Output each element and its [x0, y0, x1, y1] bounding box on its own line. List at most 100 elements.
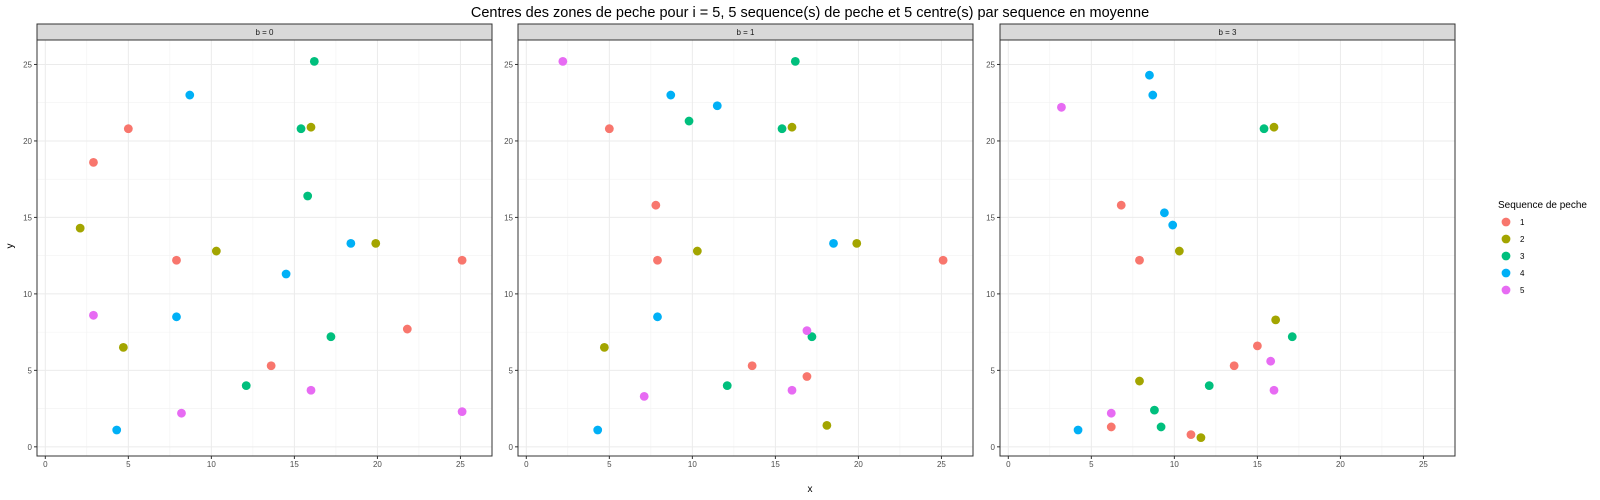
- chart-title: Centres des zones de peche pour i = 5, 5…: [471, 5, 1149, 21]
- data-point-seq-5: [457, 407, 467, 417]
- data-point-seq-2: [822, 421, 832, 430]
- data-point-seq-3: [1259, 124, 1269, 134]
- legend-label-3: 3: [1520, 252, 1525, 261]
- data-point-seq-4: [281, 269, 291, 279]
- x-axis-title: x: [808, 484, 813, 495]
- y-tick-label: 10: [504, 290, 513, 299]
- data-point-seq-3: [309, 57, 319, 66]
- data-point-seq-2: [1196, 433, 1206, 443]
- y-tick-label: 0: [28, 443, 33, 452]
- data-point-seq-4: [666, 90, 676, 100]
- data-point-seq-4: [112, 425, 122, 435]
- data-point-seq-5: [1106, 408, 1116, 418]
- data-point-seq-4: [653, 312, 662, 322]
- data-point-seq-3: [1287, 332, 1297, 342]
- x-tick-label: 10: [688, 460, 697, 469]
- data-point-seq-5: [639, 391, 649, 401]
- data-point-seq-5: [1269, 385, 1279, 395]
- x-tick-label: 5: [126, 460, 131, 469]
- data-point-seq-4: [346, 239, 356, 248]
- y-tick-label: 10: [23, 290, 32, 299]
- facet-strip-label: b = 0: [255, 28, 274, 37]
- x-tick-label: 5: [607, 460, 612, 469]
- data-point-seq-5: [306, 385, 316, 395]
- x-tick-label: 0: [524, 460, 529, 469]
- y-tick-label: 25: [986, 60, 995, 69]
- x-tick-label: 15: [771, 460, 780, 469]
- data-point-seq-2: [306, 122, 316, 132]
- data-point-seq-1: [1135, 255, 1144, 265]
- data-point-seq-2: [692, 246, 702, 256]
- data-point-seq-1: [747, 361, 757, 371]
- data-point-seq-4: [712, 101, 722, 111]
- data-point-seq-2: [1271, 315, 1281, 325]
- y-tick-label: 0: [509, 443, 514, 452]
- x-tick-label: 20: [373, 460, 382, 469]
- data-point-seq-5: [1266, 356, 1276, 366]
- legend-key-5: [1501, 285, 1511, 295]
- panel-background: [518, 40, 973, 456]
- data-point-seq-1: [89, 157, 98, 167]
- data-point-seq-4: [185, 90, 195, 100]
- data-point-seq-2: [118, 343, 128, 352]
- data-point-seq-5: [787, 385, 797, 395]
- x-tick-label: 25: [1419, 460, 1428, 469]
- data-point-seq-3: [303, 191, 313, 201]
- data-point-seq-3: [777, 124, 787, 134]
- y-tick-label: 20: [986, 137, 995, 146]
- data-point-seq-3: [326, 332, 336, 342]
- data-point-seq-2: [787, 122, 797, 132]
- x-tick-label: 20: [854, 460, 863, 469]
- data-point-seq-1: [1106, 422, 1116, 432]
- panel-background: [37, 40, 492, 456]
- y-tick-label: 25: [504, 60, 513, 69]
- data-point-seq-5: [89, 310, 98, 320]
- data-point-seq-3: [807, 332, 817, 342]
- x-tick-label: 0: [1006, 460, 1011, 469]
- legend-key-3: [1501, 251, 1511, 261]
- data-point-seq-5: [1057, 102, 1066, 112]
- data-point-seq-3: [722, 381, 732, 391]
- facet-strip-label: b = 3: [1218, 28, 1237, 37]
- data-point-seq-3: [1150, 405, 1159, 415]
- y-tick-label: 20: [504, 137, 513, 146]
- data-point-seq-3: [790, 57, 800, 66]
- y-tick-label: 5: [991, 366, 996, 375]
- facet-panel: b = 3 0 5 10 15 20 25 0 5 10 15 20 25: [986, 23, 1456, 469]
- data-point-seq-4: [593, 425, 603, 435]
- data-point-seq-1: [1229, 361, 1239, 371]
- data-point-seq-2: [75, 223, 85, 233]
- data-point-seq-1: [604, 124, 614, 134]
- y-tick-label: 15: [23, 213, 32, 222]
- panel-border: [36, 39, 493, 457]
- panel-border: [999, 39, 1456, 457]
- legend-label-2: 2: [1520, 235, 1525, 244]
- y-axis-title: y: [5, 244, 16, 249]
- data-point-seq-2: [371, 239, 381, 248]
- data-point-seq-3: [1204, 381, 1214, 391]
- data-point-seq-1: [651, 200, 661, 210]
- data-point-seq-2: [1269, 122, 1279, 132]
- data-point-seq-1: [123, 124, 133, 134]
- y-tick-label: 5: [28, 366, 33, 375]
- data-point-seq-3: [1156, 422, 1166, 432]
- data-point-seq-1: [266, 361, 276, 371]
- x-tick-label: 25: [937, 460, 946, 469]
- x-tick-label: 5: [1089, 460, 1094, 469]
- x-tick-label: 15: [290, 460, 299, 469]
- data-point-seq-3: [241, 381, 251, 391]
- x-tick-label: 20: [1336, 460, 1345, 469]
- y-tick-label: 20: [23, 137, 32, 146]
- data-point-seq-2: [1174, 246, 1184, 256]
- facet-strip-label: b = 1: [736, 28, 755, 37]
- y-tick-label: 5: [509, 366, 514, 375]
- data-point-seq-5: [177, 408, 186, 418]
- legend-key-4: [1501, 268, 1511, 278]
- y-tick-label: 0: [991, 443, 996, 452]
- data-point-seq-2: [1135, 376, 1144, 386]
- legend-label-1: 1: [1520, 218, 1525, 227]
- data-point-seq-1: [653, 255, 662, 265]
- data-point-seq-1: [1116, 200, 1126, 210]
- facet-panels: b = 0 0 5 10 15 20 25 0 5 10 15 20 25 b = 1 0 5 10 15 20 25…: [23, 23, 1456, 469]
